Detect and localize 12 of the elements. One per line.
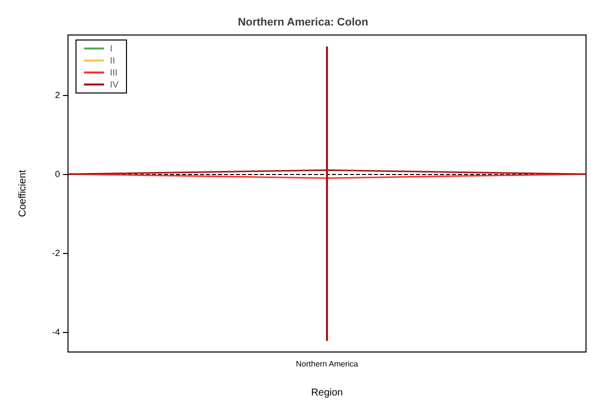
chart-title: Northern America: Colon: [238, 16, 368, 28]
legend-label: II: [110, 56, 116, 66]
legend-label: III: [110, 68, 118, 78]
y-tick-label: 2: [54, 90, 60, 100]
y-axis-title: Coefficient: [18, 170, 28, 218]
y-tick-label: -4: [52, 327, 60, 338]
legend-label: I: [110, 44, 113, 54]
x-tick-label: Northern America: [296, 360, 359, 368]
legend-label: IV: [110, 80, 119, 90]
x-axis-title: Region: [311, 388, 343, 398]
y-tick-label: -2: [52, 248, 60, 258]
y-tick-label: 0: [54, 169, 60, 180]
